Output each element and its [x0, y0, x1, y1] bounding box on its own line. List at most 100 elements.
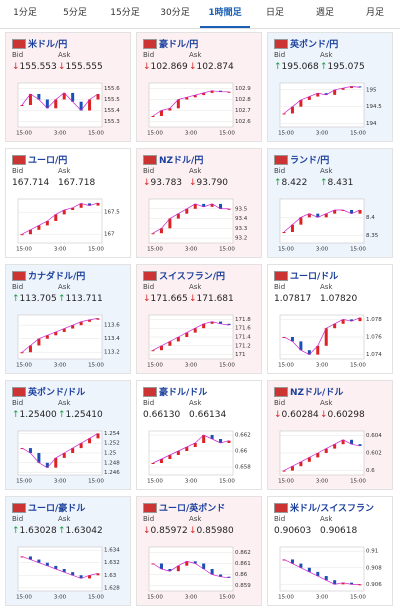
rate-tile[interactable]: ユーロ/豪ドル Bid Ask ↑1.63028 ↑1.63042 1.634 1.632 1…	[5, 496, 131, 606]
close-line	[21, 202, 99, 235]
candle	[202, 203, 206, 207]
y-tick-label: 0.86	[235, 572, 248, 578]
candle	[290, 337, 294, 342]
tab[interactable]: 5分足	[63, 8, 87, 18]
trend-arrow: ↑	[320, 178, 328, 188]
flag	[274, 155, 288, 165]
tab[interactable]: 月足	[365, 8, 384, 18]
bid-price: 102.869	[150, 62, 188, 72]
rate-tile[interactable]: 豪ドル/ドル Bid Ask 0.66130 0.66134 0.662 0.66 0.658…	[136, 380, 262, 490]
candle	[307, 567, 311, 572]
candle	[88, 319, 92, 322]
y-tick-label: 1.254	[104, 431, 120, 437]
candle	[316, 571, 320, 577]
trend-arrow: ↑	[12, 410, 20, 420]
y-tick-label: 171.4	[235, 335, 251, 341]
candle	[333, 444, 337, 449]
candle	[37, 559, 41, 563]
candle	[96, 94, 100, 100]
candle	[88, 203, 92, 206]
rate-tile[interactable]: 英ポンド/円 Bid Ask ↑195.068 ↑195.075 195 194.5 194 1…	[267, 32, 393, 142]
bid-price: 8.422	[281, 178, 308, 188]
y-tick-label: 0.604	[366, 433, 382, 439]
rate-tile[interactable]: ユーロ/円 Bid Ask 167.714 167.718 167.5 167 15:00 3:…	[5, 148, 131, 258]
x-tick-label: 15:00	[16, 247, 32, 253]
bid-label: Bid	[274, 515, 286, 523]
pair-name: ユーロ/豪ドル	[28, 504, 86, 514]
bid-value: ↓0.60284	[274, 410, 319, 420]
candle	[20, 234, 24, 236]
close-line	[283, 559, 360, 585]
ask-price: 113.711	[65, 294, 103, 304]
rate-tile[interactable]: スイスフラン/円 Bid Ask ↓171.665 ↓171.681 171.8 171.6…	[136, 264, 262, 374]
tab[interactable]: 日足	[265, 8, 284, 18]
candle	[307, 350, 311, 355]
pair-name: ユーロ/円	[28, 156, 68, 166]
y-tick-label: 113.6	[104, 323, 120, 329]
candle	[28, 448, 32, 453]
bid-label: Bid	[143, 515, 155, 523]
bid-price: 0.90603	[274, 526, 312, 536]
candle	[79, 203, 83, 208]
rate-tile[interactable]: カナダドル/円 Bid Ask ↑113.705 ↑113.711 113.6 113.4 1…	[5, 264, 131, 374]
candle	[193, 443, 197, 447]
candle	[299, 341, 303, 351]
bid-value: ↑1.25400	[12, 410, 57, 420]
rate-tile[interactable]: ユーロ/ドル Bid Ask 1.07817 1.07820 1.078 1.076 1.07…	[267, 264, 393, 374]
y-tick-label: 1.252	[104, 441, 120, 447]
ask-label: Ask	[320, 51, 333, 59]
candle	[79, 443, 83, 449]
tab[interactable]: 週足	[315, 8, 334, 18]
y-tick-label: 1.076	[366, 335, 382, 341]
candle	[210, 203, 214, 207]
rate-tile[interactable]: 豪ドル/円 Bid Ask ↓102.869 ↓102.874 102.9 102.8 102…	[136, 32, 262, 142]
bid-value: 0.66130	[143, 410, 180, 420]
plot-area	[279, 546, 365, 592]
y-tick-label: 0.66	[235, 449, 248, 455]
flag	[143, 39, 157, 49]
tab[interactable]: 15分足	[110, 8, 140, 18]
y-tick-label: 167.5	[104, 210, 120, 216]
close-line	[283, 209, 361, 233]
candle	[176, 99, 180, 109]
candle	[151, 463, 155, 464]
x-tick-label: 15:00	[350, 479, 366, 485]
candle	[45, 462, 49, 468]
tab-bar: 1分足 5分足 15分足 30分足 1時間足 日足 週足 月足	[0, 0, 400, 29]
tab[interactable]: 30分足	[160, 8, 190, 18]
x-tick-label: 15:00	[88, 479, 104, 485]
bid-label: Bid	[12, 167, 24, 175]
close-line	[21, 556, 99, 579]
bid-price: 1.25400	[19, 410, 57, 420]
flag	[143, 387, 157, 397]
y-tick-label: 1.63	[104, 573, 117, 579]
tab[interactable]: 1時間足	[200, 0, 250, 28]
ask-price: 93.790	[196, 178, 229, 188]
y-tick-label: 0.908	[366, 565, 382, 571]
candle	[316, 453, 320, 458]
rate-tile[interactable]: 米ドル/スイスフラン Bid Ask 0.90603 0.90618 0.91 0.908 0…	[267, 496, 393, 606]
candle	[185, 561, 189, 566]
candle	[202, 92, 206, 96]
ask-price: 1.07820	[320, 294, 358, 304]
candle	[282, 232, 286, 233]
y-tick-label: 0.658	[235, 465, 251, 471]
rate-tile[interactable]: 英ポンド/ドル Bid Ask ↑1.25400 ↑1.25410 1.254 1.252 1…	[5, 380, 131, 490]
candle	[358, 210, 362, 214]
rate-tile[interactable]: 米ドル/円 Bid Ask ↓155.553 ↓155.555 155.6 155.5 155…	[5, 32, 131, 142]
rate-tile[interactable]: ランド/円 Bid Ask ↑8.422 ↑8.431 8.4 8.35 15:00 3:00 1…	[267, 148, 393, 258]
x-tick-label: 15:00	[147, 595, 163, 601]
plot-area	[148, 82, 234, 128]
candle	[71, 325, 75, 329]
tab[interactable]: 1分足	[13, 8, 37, 18]
rate-tile[interactable]: NZドル/ドル Bid Ask ↓0.60284 ↓0.60298 0.604 0.602 0…	[267, 380, 393, 490]
bid-price: 167.714	[12, 178, 50, 188]
y-tick-label: 102.9	[235, 86, 251, 92]
rate-tile[interactable]: NZドル/円 Bid Ask ↓93.783 ↓93.790 93.5 93.4 93.3 93…	[136, 148, 262, 258]
candle	[159, 110, 163, 116]
rate-tile[interactable]: ユーロ/英ポンド Bid Ask ↓0.85972 ↓0.85980 0.862 0.861…	[136, 496, 262, 606]
candle	[333, 580, 337, 585]
